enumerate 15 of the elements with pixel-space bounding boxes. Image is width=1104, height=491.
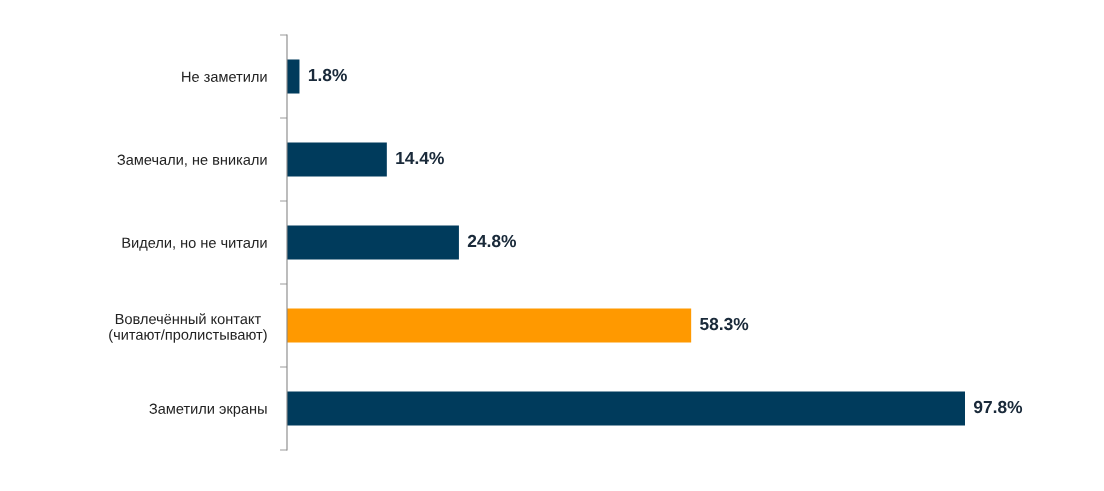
y-tick-label: Заметили экраны [149,403,267,417]
data-label: 24.8% [467,234,517,248]
data-label: 97.8% [973,400,1023,414]
bar [287,391,965,426]
y-tick-label: Не заметили [182,71,267,82]
data-label: 1.8% [308,68,347,82]
y-tick-label: Вовлечённый контакт (читают/пролистывают) [109,313,267,343]
bar [287,142,387,177]
bar [287,59,300,94]
bar [287,308,692,343]
y-tick-label: Видели, но не читали [122,237,267,251]
bar [287,225,459,260]
data-label: 58.3% [700,317,749,331]
y-tick-label: Замечали, не вникали [117,154,267,167]
data-label: 14.4% [396,151,444,165]
